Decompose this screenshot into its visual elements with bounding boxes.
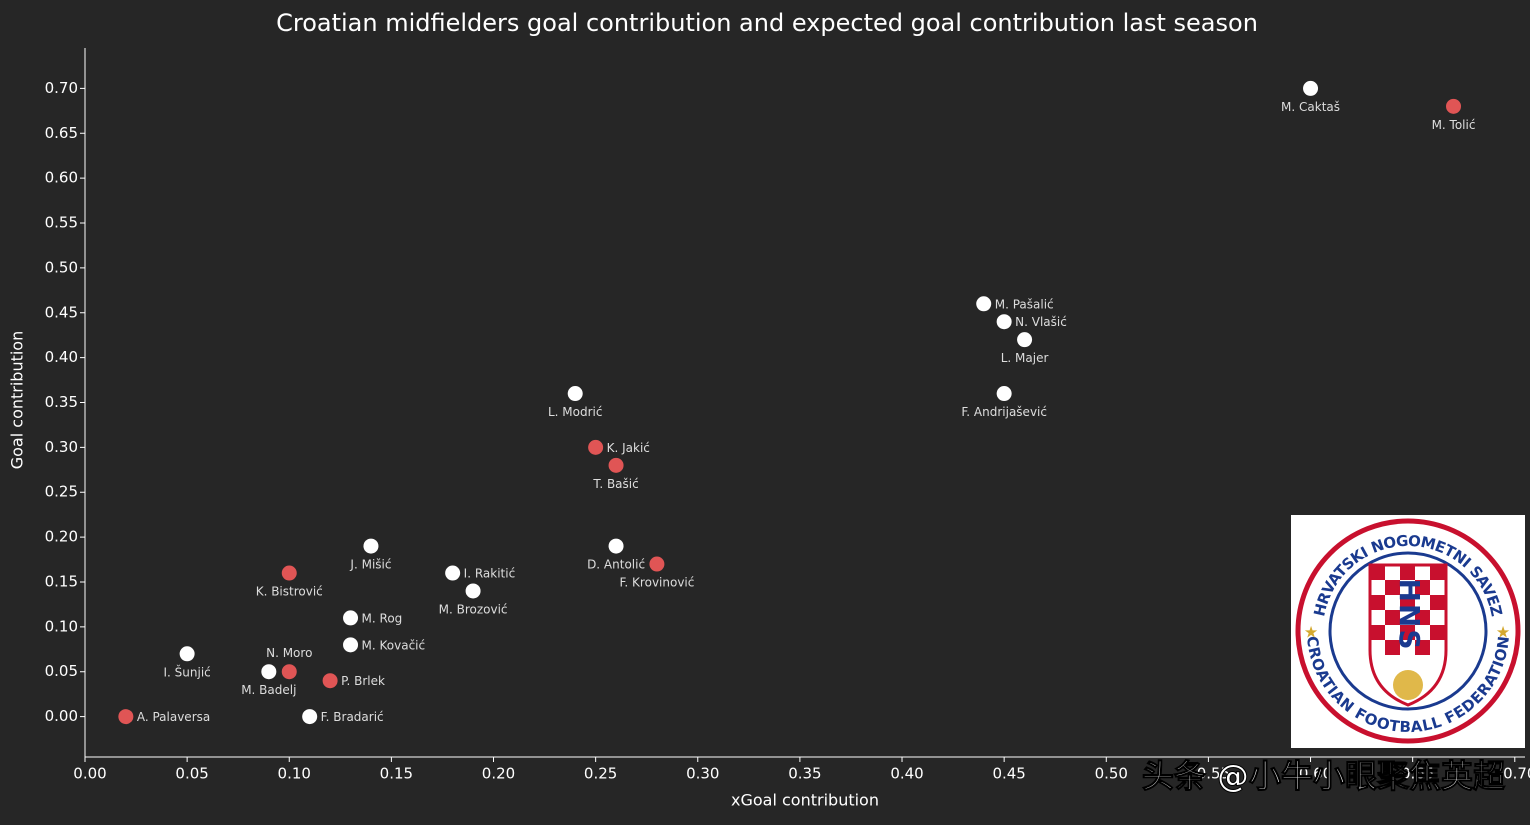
x-tick-label: 0.45 (992, 765, 1025, 783)
point-label: M. Pašalić (995, 297, 1054, 311)
point (1017, 332, 1033, 348)
point (261, 664, 277, 680)
point-label: M. Brozović (439, 602, 508, 616)
y-tick-label: 0.50 (45, 258, 78, 276)
point (649, 556, 665, 572)
point-label: F. Bradarić (321, 710, 384, 724)
logo-star: ★ (1496, 623, 1510, 642)
point-label: I. Rakitić (464, 567, 516, 581)
point (322, 673, 338, 689)
point (1446, 98, 1462, 114)
y-tick-label: 0.65 (45, 124, 78, 142)
point-label: M. Rog (362, 611, 403, 625)
point (363, 538, 379, 554)
x-tick-label: 0.65 (1401, 765, 1434, 783)
point (996, 386, 1012, 402)
point-label: M. Kovačić (362, 638, 426, 652)
point-label: M. Badelj (241, 683, 296, 697)
y-tick-label: 0.10 (45, 617, 78, 635)
point-label: K. Bistrović (256, 585, 323, 599)
point-label: P. Brlek (341, 674, 385, 688)
x-tick-label: 0.30 (686, 765, 719, 783)
point-label: F. Krovinović (619, 576, 694, 590)
point-label: N. Moro (266, 646, 312, 660)
x-tick-label: 0.20 (482, 765, 515, 783)
x-tick-label: 0.00 (73, 765, 106, 783)
x-tick-label: 0.50 (1095, 765, 1128, 783)
x-tick-label: 0.40 (890, 765, 923, 783)
x-tick-label: 0.60 (1299, 765, 1332, 783)
point (567, 386, 583, 402)
point (976, 296, 992, 312)
x-tick-label: 0.10 (278, 765, 311, 783)
x-tick-label: 0.05 (175, 765, 208, 783)
point-label: J. Mišić (349, 558, 391, 572)
y-tick-label: 0.00 (45, 707, 78, 725)
point-label: N. Vlašić (1015, 315, 1067, 329)
point-label: K. Jakić (607, 441, 650, 455)
x-tick-label: 0.70 (1503, 765, 1530, 783)
y-tick-label: 0.15 (45, 572, 78, 590)
logo: HRVATSKI NOGOMETNI SAVEZ CROATIAN FOOTBA… (1291, 515, 1525, 748)
y-tick-label: 0.05 (45, 662, 78, 680)
point (343, 610, 359, 626)
point-label: F. Andrijašević (961, 405, 1047, 419)
point-label: A. Palaversa (137, 710, 210, 724)
y-tick-label: 0.20 (45, 528, 78, 546)
point (302, 709, 318, 725)
y-tick-label: 0.55 (45, 214, 78, 232)
y-tick-label: 0.60 (45, 169, 78, 187)
point (281, 565, 297, 581)
point (1303, 80, 1319, 96)
point-label: L. Modrić (548, 405, 603, 419)
point (465, 583, 481, 599)
point-label: M. Caktaš (1281, 100, 1340, 114)
point (996, 314, 1012, 330)
watermark: 头条 @小牛小眼聚焦英超 (1142, 757, 1506, 795)
point (445, 565, 461, 581)
x-tick-label: 0.55 (1197, 765, 1230, 783)
point (281, 664, 297, 680)
point-label: M. Tolić (1432, 118, 1476, 132)
chart-title: Croatian midfielders goal contribution a… (276, 9, 1258, 37)
y-tick-label: 0.70 (45, 79, 78, 97)
point (343, 637, 359, 653)
x-tick-label: 0.25 (584, 765, 617, 783)
y-tick-label: 0.45 (45, 303, 78, 321)
point (608, 538, 624, 554)
logo-star: ★ (1304, 623, 1318, 642)
x-tick-label: 0.15 (380, 765, 413, 783)
point (608, 457, 624, 473)
y-axis-label: Goal contribution (8, 331, 27, 470)
y-tick-label: 0.30 (45, 438, 78, 456)
point (118, 709, 134, 725)
point-label: I. Šunjić (163, 664, 210, 679)
y-tick-label: 0.35 (45, 393, 78, 411)
logo-ball (1393, 670, 1423, 700)
point (588, 439, 604, 455)
y-tick-label: 0.25 (45, 483, 78, 501)
point (179, 646, 195, 662)
point-label: D. Antolić (587, 558, 645, 572)
point-label: L. Majer (1001, 351, 1049, 365)
x-axis-label: xGoal contribution (731, 791, 879, 810)
x-tick-label: 0.35 (788, 765, 821, 783)
logo-initials: HNS (1393, 578, 1426, 651)
y-tick-label: 0.40 (45, 348, 78, 366)
logo-checks (1370, 565, 1446, 655)
logo-inner-ring (1328, 551, 1488, 711)
point-label: T. Bašić (592, 477, 638, 491)
